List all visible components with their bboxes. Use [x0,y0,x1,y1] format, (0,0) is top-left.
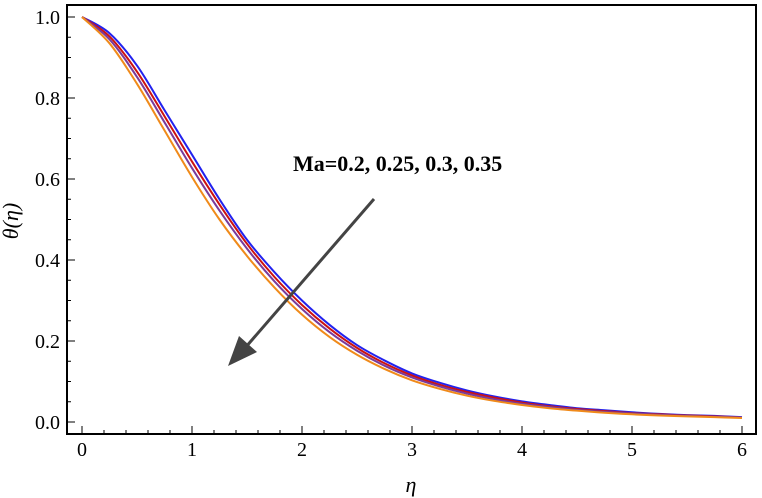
series-line-4 [81,16,743,419]
y-tick-label: 0.2 [35,331,60,353]
series-line-2 [81,16,743,419]
annotation-arrow-head [228,336,257,366]
y-axis-title: θ(η) [0,203,23,239]
series-line-3 [81,16,743,419]
annotation-arrow-shaft [243,198,376,349]
annotation-label: Ma=0.2, 0.25, 0.3, 0.35 [293,151,502,176]
x-tick-label: 5 [627,439,637,461]
x-axis-ticks: 0 1 2 3 4 5 6 [77,426,747,461]
series-line-1 [81,16,743,419]
y-tick-label: 0.8 [35,88,60,110]
x-tick-label: 2 [297,439,307,461]
x-tick-label: 1 [187,439,197,461]
x-tick-label: 3 [407,439,417,461]
x-axis-title: η [406,472,417,497]
y-tick-label: 0.6 [35,169,60,191]
plot-frame [66,4,757,435]
y-tick-label: 0.0 [35,412,60,434]
series-lines [81,16,743,419]
x-tick-label: 6 [737,439,747,461]
x-tick-label: 0 [77,439,87,461]
y-tick-label: 0.4 [35,250,60,272]
y-axis-ticks: 0.0 0.2 0.4 0.6 0.8 1.0 [35,7,75,434]
x-tick-label: 4 [517,439,527,461]
y-tick-label: 1.0 [35,7,60,29]
